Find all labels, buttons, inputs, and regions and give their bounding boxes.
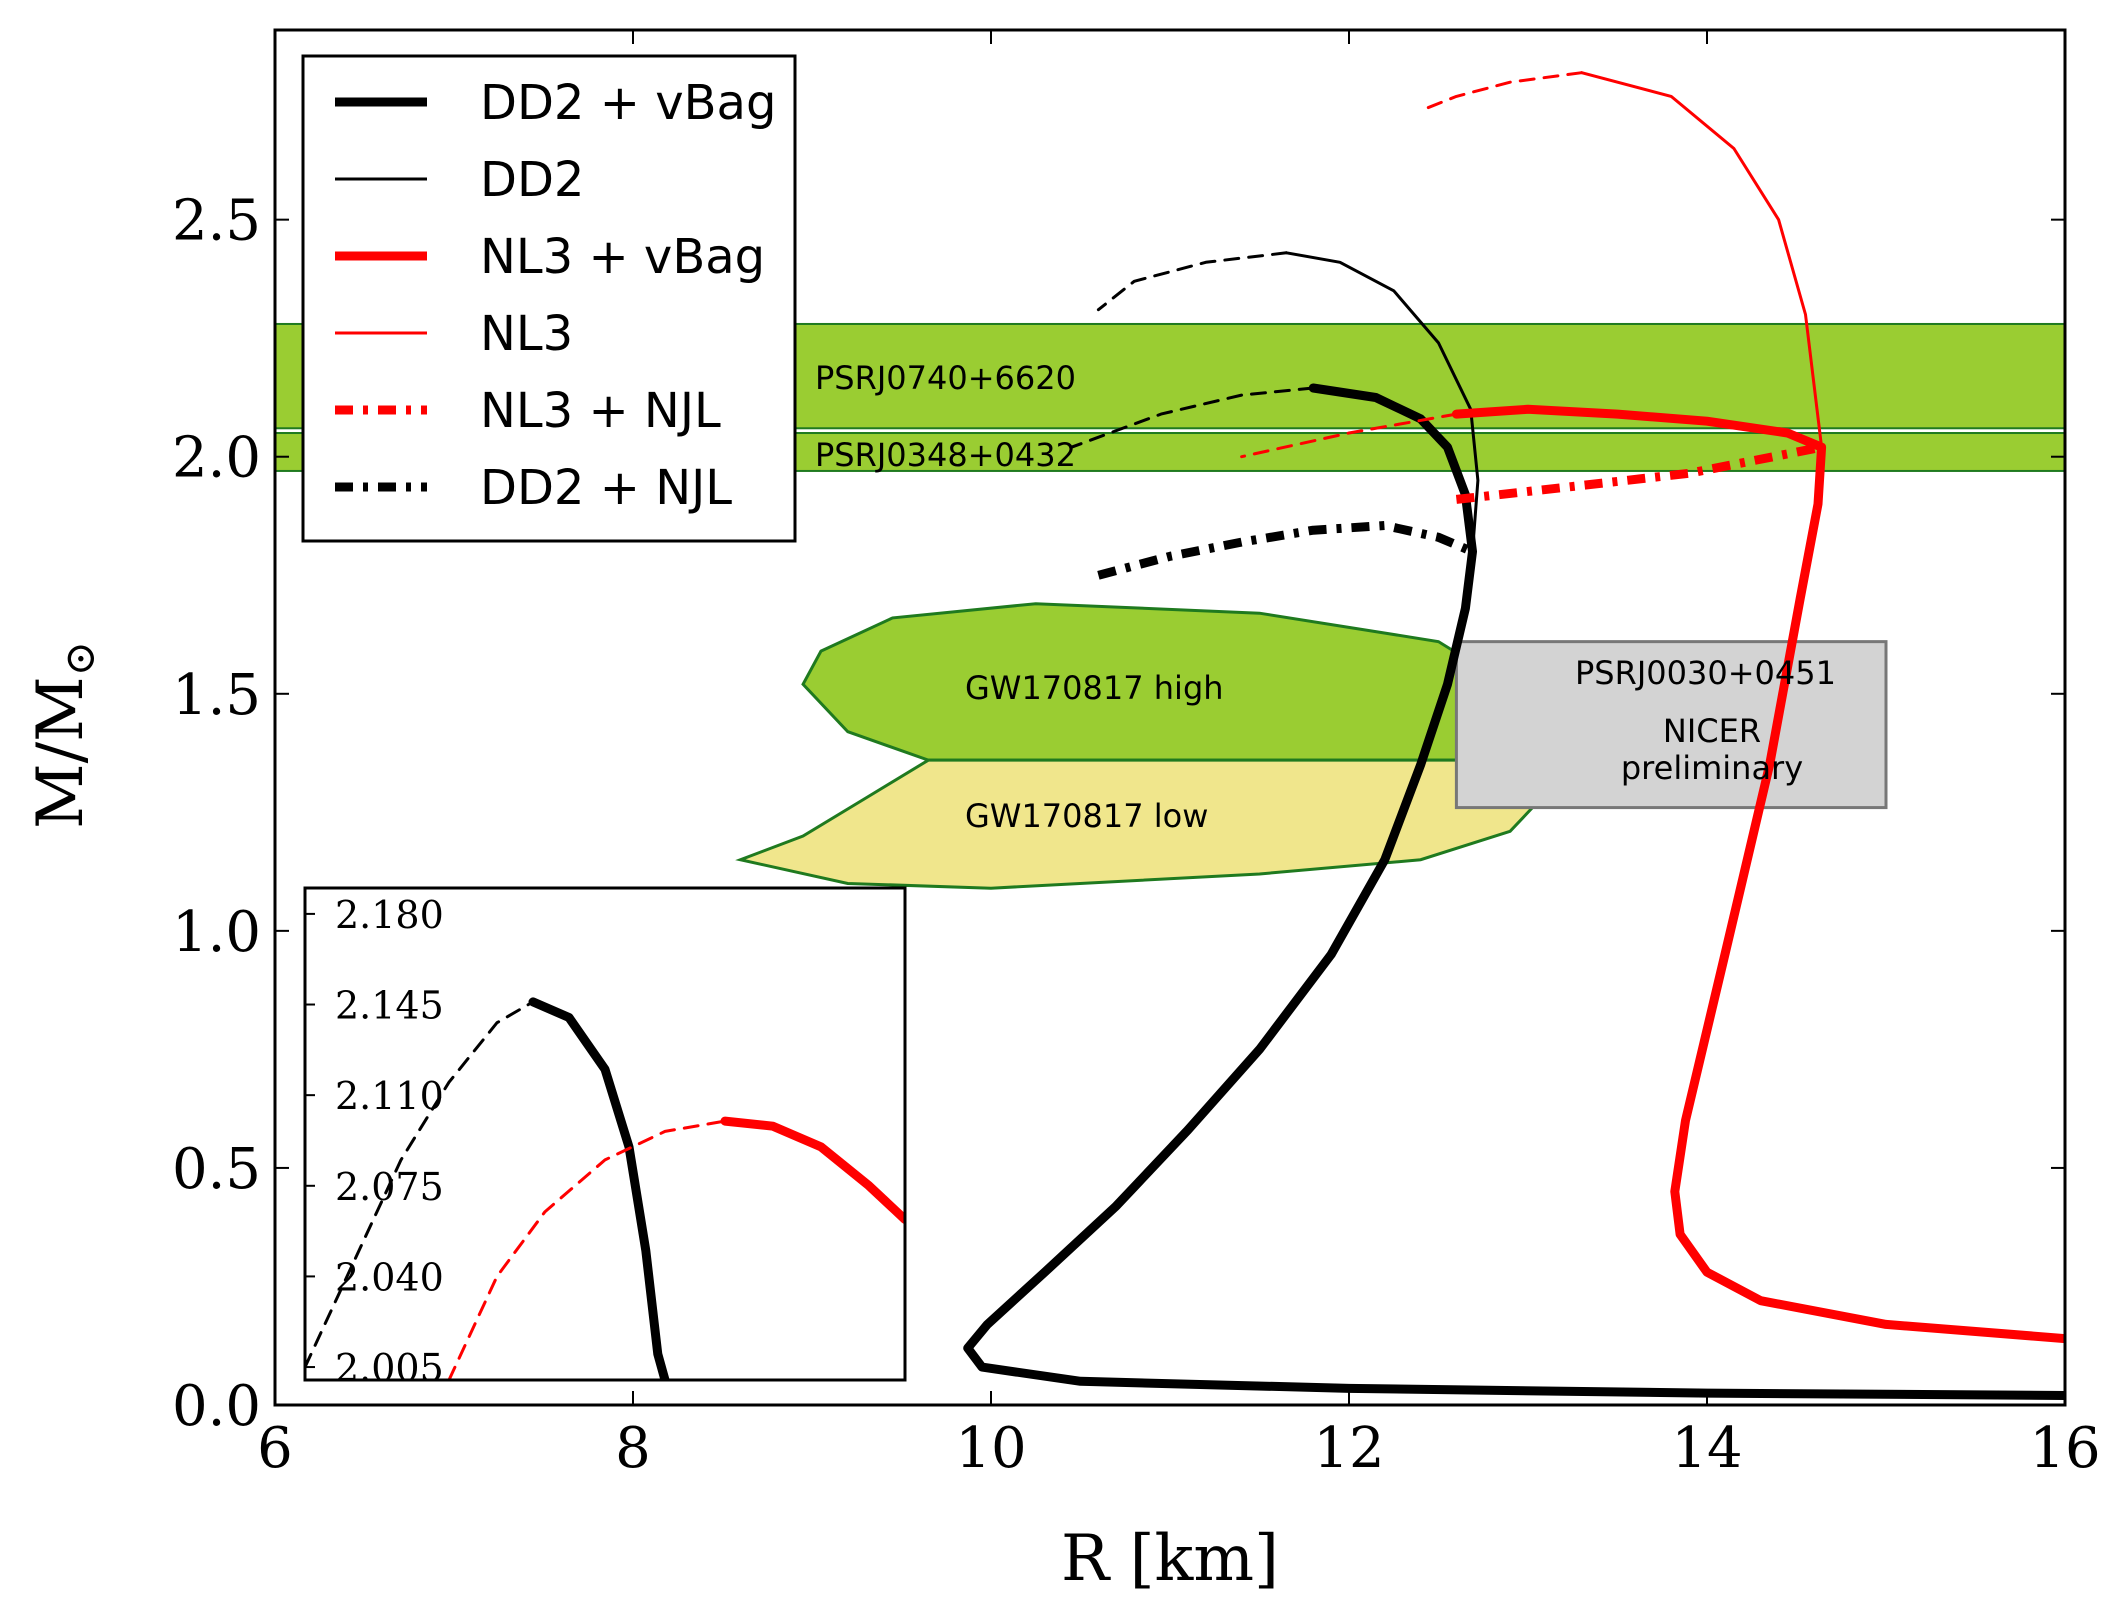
- region-label-psrj0030: PSRJ0030+0451: [1575, 654, 1836, 692]
- inset-plot: 2.005 2.040 2.075 2.110 2.145 2.180: [303, 886, 907, 1390]
- legend-label-nl3-njl: NL3 + NJL: [480, 383, 721, 439]
- series-nl3-unstable: [1419, 71, 1584, 113]
- series-dd2: [1284, 251, 1480, 554]
- regions-layer: [735, 602, 1888, 890]
- series-nl3-vbag-zoom-unstable: [447, 1119, 727, 1380]
- inset-y-tick-label: 2.145: [335, 984, 444, 1028]
- series-nl3: [1580, 71, 1824, 449]
- y-axis-label-sub: ⊙: [55, 641, 104, 676]
- x-tick-label: 12: [1313, 1416, 1384, 1481]
- legend: DD2 + vBag DD2 NL3 + vBag NL3 NL3 + NJL DD2 +…: [301, 54, 797, 543]
- band-label-psrj0740: PSRJ0740+6620: [815, 359, 1076, 397]
- series-nl3-vbag-unstable: [1240, 412, 1458, 459]
- main-plot-area: [275, 71, 2065, 1400]
- series-dd2-vbag-zoom-unstable: [305, 1000, 535, 1369]
- legend-label-dd2: DD2: [480, 152, 584, 208]
- x-tick-label: 16: [2029, 1416, 2100, 1481]
- region-label-nicer: NICER: [1663, 712, 1761, 750]
- y-tick-label: 0.5: [172, 1137, 261, 1202]
- y-tick-label: 2.5: [172, 189, 261, 254]
- x-tick-label: 8: [615, 1416, 651, 1481]
- plot-frame: [273, 28, 2067, 1407]
- inset-ticks: 2.005 2.040 2.075 2.110 2.145 2.180: [305, 893, 444, 1390]
- series-dd2-vbag-unstable: [1070, 386, 1315, 449]
- series-nl3-vbag: [1451, 404, 2065, 1344]
- region-labels: PSRJ0740+6620 PSRJ0348+0432 GW170817 hig…: [815, 359, 1836, 835]
- region-psrj0030-0451: [1454, 640, 1888, 810]
- legend-label-nl3-vbag: NL3 + vBag: [480, 229, 765, 285]
- region-label-preliminary: preliminary: [1621, 749, 1803, 787]
- y-axis-label: M/M⊙: [24, 641, 104, 829]
- x-tick-label: 6: [257, 1416, 293, 1481]
- inset-y-tick-label: 2.075: [335, 1165, 444, 1209]
- axes-ticks: 6 8 10 12 14 16 0.0 0.5 1.0 1.5 2.0 2.5: [172, 30, 2101, 1481]
- y-tick-label: 2.0: [172, 426, 261, 491]
- inset-series-layer: [305, 997, 905, 1380]
- series-dd2-unstable: [1096, 251, 1288, 312]
- legend-label-nl3: NL3: [480, 306, 573, 362]
- x-tick-label: 14: [1671, 1416, 1742, 1481]
- y-tick-label: 1.5: [172, 663, 261, 728]
- y-axis-label-group: M/M⊙: [24, 641, 104, 829]
- series-layer: [963, 71, 2065, 1400]
- inset-y-tick-label: 2.040: [335, 1255, 444, 1299]
- series-nl3-vbag-zoom: [720, 1116, 905, 1224]
- y-tick-label: 0.0: [172, 1374, 261, 1439]
- series-nl3-njl: [1455, 442, 1823, 504]
- inset-y-tick-label: 2.110: [335, 1074, 444, 1118]
- x-tick-label: 10: [955, 1416, 1026, 1481]
- series-dd2-vbag: [963, 383, 2065, 1400]
- inset-background: [305, 888, 905, 1380]
- region-label-gw-low: GW170817 low: [965, 797, 1208, 835]
- y-tick-label: 1.0: [172, 900, 261, 965]
- x-axis-label: R [km]: [1061, 1522, 1279, 1596]
- y-axis-label-main: M/M: [24, 676, 98, 829]
- legend-box: [301, 54, 797, 543]
- inset-y-tick-label: 2.180: [335, 893, 444, 937]
- inset-y-tick-label: 2.005: [335, 1346, 444, 1390]
- band-label-psrj0348: PSRJ0348+0432: [815, 436, 1076, 474]
- region-label-gw-high: GW170817 high: [965, 669, 1224, 707]
- inset-frame: [303, 886, 907, 1382]
- legend-label-dd2-vbag: DD2 + vBag: [480, 75, 776, 131]
- legend-label-dd2-njl: DD2 + NJL: [480, 460, 732, 516]
- series-dd2-njl: [1097, 521, 1475, 580]
